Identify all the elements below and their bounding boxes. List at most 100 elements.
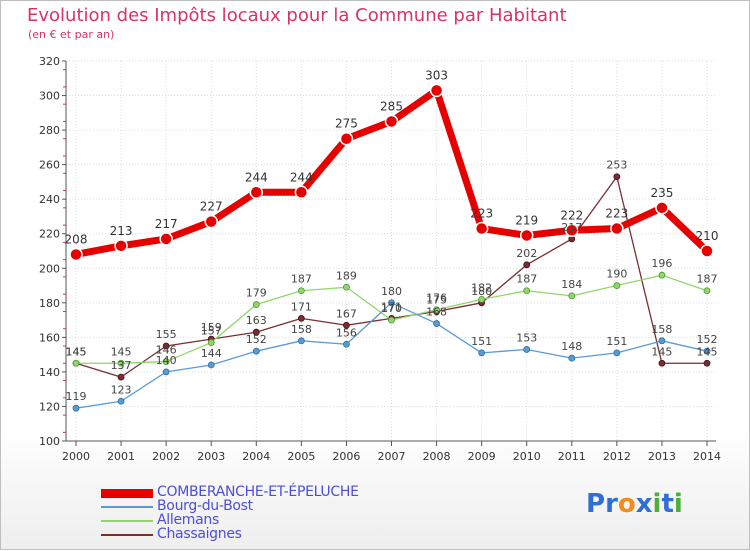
data-label: 144 <box>201 347 222 360</box>
data-label: 217 <box>155 217 178 231</box>
data-label: 153 <box>516 331 537 344</box>
data-point <box>658 337 666 345</box>
data-label: 157 <box>201 325 222 338</box>
x-tick-label: 2007 <box>378 450 406 463</box>
data-label: 187 <box>697 273 718 286</box>
data-point <box>114 239 128 253</box>
y-tick-label: 160 <box>39 331 60 344</box>
data-point <box>703 287 711 295</box>
data-label: 180 <box>381 285 402 298</box>
data-point <box>523 261 531 269</box>
data-point <box>610 221 624 236</box>
x-tick-label: 2006 <box>332 450 360 463</box>
proxiti-logo: Proxiti <box>586 489 683 519</box>
data-point <box>297 287 305 295</box>
data-point <box>162 342 170 350</box>
legend-label: Chassaignes <box>157 526 242 542</box>
data-label: 123 <box>111 383 132 396</box>
data-label: 223 <box>470 207 493 221</box>
data-point <box>207 361 215 369</box>
x-tick-label: 2009 <box>468 450 496 463</box>
y-tick-label: 180 <box>39 297 60 310</box>
data-label: 151 <box>471 335 492 348</box>
data-point <box>343 321 350 329</box>
logo-letter: i <box>673 489 683 519</box>
data-label: 159 <box>201 321 222 334</box>
data-label: 285 <box>380 99 403 113</box>
logo-letter: t <box>661 489 674 519</box>
data-label: 179 <box>246 287 267 300</box>
data-label: 244 <box>245 170 268 184</box>
data-point <box>72 359 80 367</box>
y-tick-label: 200 <box>39 262 60 275</box>
data-label: 223 <box>605 207 628 221</box>
data-point <box>703 347 711 355</box>
data-point <box>433 320 440 327</box>
data-point <box>162 368 170 376</box>
data-point <box>703 359 711 367</box>
chart-title: Evolution des Impôts locaux pour la Comm… <box>27 5 567 26</box>
data-label: 187 <box>291 273 312 286</box>
data-point <box>433 306 440 314</box>
data-label: 235 <box>650 186 673 200</box>
data-point <box>658 359 666 367</box>
y-tick-label: 320 <box>39 55 60 68</box>
data-label: 187 <box>516 273 537 286</box>
data-label: 244 <box>290 170 313 184</box>
data-point <box>159 232 173 246</box>
data-label: 176 <box>426 292 447 305</box>
data-label: 152 <box>246 333 267 346</box>
x-tick-label: 2008 <box>423 450 451 463</box>
data-label: 190 <box>606 268 627 281</box>
data-label: 145 <box>66 345 87 358</box>
data-point <box>523 346 531 353</box>
x-tick-label: 2011 <box>558 450 586 463</box>
data-label: 140 <box>156 354 177 367</box>
data-label: 182 <box>471 281 492 294</box>
data-point <box>568 354 576 362</box>
data-label: 158 <box>651 323 672 336</box>
data-label: 170 <box>381 302 402 315</box>
data-label: 167 <box>336 307 357 320</box>
data-label: 184 <box>561 278 582 291</box>
data-label: 208 <box>65 232 88 246</box>
data-point <box>478 295 486 303</box>
y-tick-label: 120 <box>39 400 60 413</box>
data-label: 156 <box>336 326 357 339</box>
legend-label: Bourg-du-Bost <box>157 498 253 514</box>
data-label: 158 <box>291 323 312 336</box>
x-tick-label: 2000 <box>62 450 90 463</box>
x-tick-label: 2010 <box>513 450 541 463</box>
data-point <box>252 347 260 355</box>
data-label: 155 <box>156 328 177 341</box>
data-point <box>252 328 260 336</box>
data-label: 171 <box>291 300 312 313</box>
logo-letter: x <box>635 489 653 519</box>
data-point <box>655 201 669 215</box>
data-label: 145 <box>66 345 87 358</box>
data-label: 146 <box>156 344 177 357</box>
data-point <box>207 339 215 346</box>
legend-swatch <box>101 506 153 508</box>
data-label: 168 <box>426 306 447 319</box>
data-label: 163 <box>246 314 267 327</box>
legend-label: Allemans <box>157 512 219 528</box>
data-point <box>519 228 534 243</box>
data-point <box>297 314 305 322</box>
data-point <box>297 337 305 345</box>
data-label: 303 <box>425 68 448 82</box>
data-label: 137 <box>111 359 132 372</box>
data-label: 145 <box>111 345 132 358</box>
data-point <box>117 397 125 405</box>
data-point <box>658 271 666 279</box>
data-label: 219 <box>515 213 538 227</box>
data-label: 175 <box>426 293 447 306</box>
data-label: 275 <box>335 117 358 131</box>
logo-letter: r <box>605 489 618 519</box>
x-tick-label: 2005 <box>287 450 315 463</box>
data-point <box>388 299 395 307</box>
chart-subtitle: (en € et par an) <box>28 28 115 41</box>
x-tick-label: 2003 <box>197 450 225 463</box>
legend-swatch <box>101 534 153 536</box>
